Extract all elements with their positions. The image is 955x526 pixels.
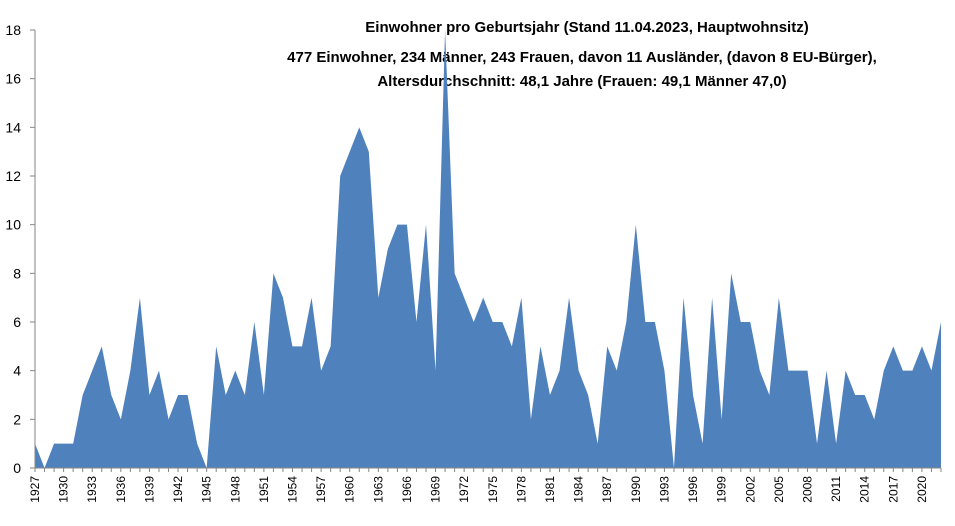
- x-tick-label: 2014: [858, 476, 872, 503]
- y-tick-label: 4: [13, 363, 21, 379]
- x-tick-label: 1957: [314, 476, 328, 503]
- y-tick-label: 8: [13, 265, 21, 281]
- x-tick-label: 2002: [743, 476, 757, 503]
- x-tick-label: 1984: [572, 476, 586, 503]
- chart-title: Einwohner pro Geburtsjahr (Stand 11.04.2…: [287, 19, 877, 90]
- x-tick-label: 1936: [114, 476, 128, 503]
- x-tick-label: 1939: [142, 476, 156, 503]
- x-tick-label: 1975: [486, 476, 500, 503]
- y-axis: 0 2 4 6 8 10 12 14 16 18: [5, 22, 36, 476]
- x-tick-label: 1945: [200, 476, 214, 503]
- x-tick-label: 1993: [657, 476, 671, 503]
- x-tick-label: 2008: [800, 476, 814, 503]
- x-tick-label: 1981: [543, 476, 557, 503]
- plot-area: [35, 30, 941, 468]
- x-tick-label: 1942: [171, 476, 185, 503]
- x-tick-label: 1951: [257, 476, 271, 503]
- y-tick-label: 18: [5, 22, 21, 38]
- x-tick-label: 1966: [400, 476, 414, 503]
- x-tick-label: 2005: [772, 476, 786, 503]
- x-axis: 1927 1930 1933 1936 1939 1942 1945 1948 1951 1954…: [28, 467, 942, 503]
- x-tick-label: 1930: [57, 476, 71, 503]
- y-tick-label: 14: [5, 119, 21, 135]
- y-tick-label: 12: [5, 168, 21, 184]
- x-tick-label: 1978: [514, 476, 528, 503]
- x-tick-label: 1963: [371, 476, 385, 503]
- x-tick-label: 2011: [829, 476, 843, 502]
- y-tick-label: 0: [13, 460, 21, 476]
- x-tick-label: 1927: [28, 476, 42, 503]
- x-tick-label: 1972: [457, 476, 471, 503]
- x-tick-label: 2017: [886, 476, 900, 503]
- y-tick-label: 6: [13, 314, 21, 330]
- x-tick-label: 1969: [429, 476, 443, 503]
- x-tick-label: 1933: [85, 476, 99, 503]
- x-tick-label: 1987: [600, 476, 614, 503]
- x-tick-label: 1960: [343, 476, 357, 503]
- x-tick-label: 1996: [686, 476, 700, 503]
- area-series: [35, 30, 941, 468]
- x-tick-label: 1948: [228, 476, 242, 503]
- chart-title-line-1: Einwohner pro Geburtsjahr (Stand 11.04.2…: [365, 19, 808, 36]
- y-tick-label: 16: [5, 71, 21, 87]
- chart-title-line-2: 477 Einwohner, 234 Männer, 243 Frauen, d…: [287, 49, 877, 66]
- x-tick-label: 1999: [715, 476, 729, 503]
- y-tick-label: 10: [5, 217, 21, 233]
- x-tick-label: 2020: [915, 476, 929, 503]
- y-tick-label: 2: [13, 411, 21, 427]
- x-tick-label: 1990: [629, 476, 643, 503]
- chart-title-line-3: Altersdurchschnitt: 48,1 Jahre (Frauen: …: [377, 73, 786, 90]
- x-tick-label: 1954: [285, 476, 299, 503]
